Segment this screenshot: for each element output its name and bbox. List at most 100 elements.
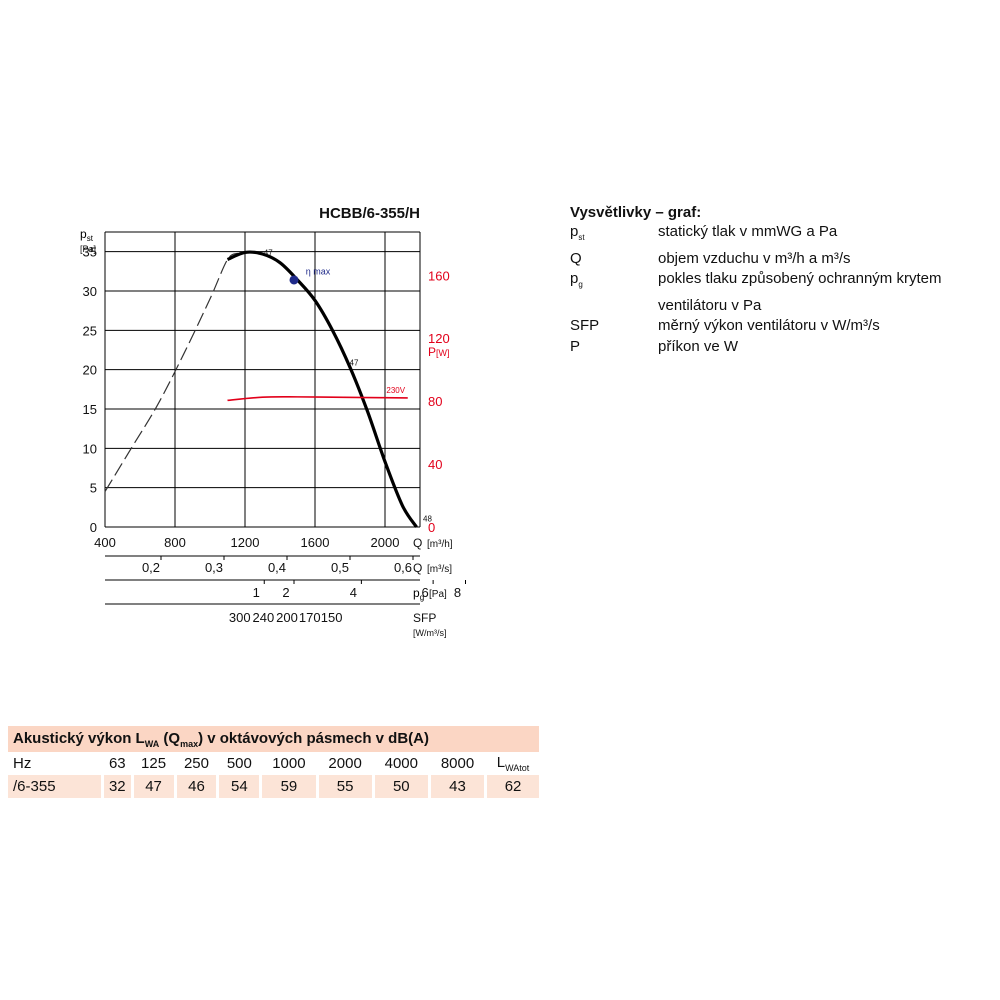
legend-row: SFP měrný výkon ventilátoru v W/m³/s bbox=[570, 316, 995, 337]
x-axis-sfp-tick: 300 bbox=[229, 610, 251, 625]
legend-description: měrný výkon ventilátoru v W/m³/s bbox=[658, 317, 880, 334]
acoustic-band-value: 55 bbox=[318, 775, 372, 798]
x-axis-pg-label-sub: g bbox=[420, 593, 424, 602]
y-axis-right-tick: 160 bbox=[428, 268, 450, 283]
x-axis-q-m3h-tick: 1200 bbox=[231, 535, 260, 550]
chart-legend: Vysvětlivky – graf: pst statický tlak v m… bbox=[570, 204, 995, 357]
acoustic-cell-separator bbox=[173, 775, 177, 798]
y-axis-left-symbol: pst bbox=[80, 227, 94, 243]
legend-symbol: pg bbox=[570, 270, 583, 289]
acoustic-cell-separator bbox=[130, 752, 134, 775]
legend-row: pst statický tlak v mmWG a Pa bbox=[570, 222, 995, 249]
x-axis-pg-tick: 8 bbox=[454, 585, 461, 600]
acoustic-title-mid: (Q bbox=[159, 730, 181, 747]
x-axis-pg-tick: 4 bbox=[350, 585, 357, 600]
y-axis-left-tick: 30 bbox=[83, 284, 97, 299]
efficiency-label: 48 bbox=[423, 514, 432, 523]
eta-max-marker bbox=[289, 275, 299, 285]
acoustic-title-post: ) v oktávových pásmech v dB(A) bbox=[198, 730, 429, 747]
y-axis-left-tick: 25 bbox=[83, 323, 97, 338]
acoustic-cell-separator bbox=[259, 752, 263, 775]
acoustic-header-row: Hz 63 125 250 500 1000 2000 4000 8000 LWAtot bbox=[8, 752, 539, 775]
acoustic-cell-separator bbox=[427, 752, 431, 775]
x-axis-pg-tick: 1 bbox=[253, 585, 260, 600]
x-axis-pg-label: pg bbox=[413, 586, 424, 602]
acoustic-band-header: 2000 bbox=[328, 755, 362, 772]
acoustic-band-header: 4000 bbox=[384, 755, 418, 772]
x-axis-q-m3h-label: Q bbox=[413, 536, 422, 550]
acoustic-cell-separator bbox=[130, 775, 134, 798]
acoustic-cell-separator bbox=[427, 775, 431, 798]
legend-symbol: Q bbox=[570, 249, 582, 267]
legend-row: pg pokles tlaku způsobený ochranným kryte… bbox=[570, 269, 995, 296]
acoustic-total-sub: WAtot bbox=[505, 763, 530, 773]
acoustic-total-symbol: L bbox=[496, 754, 506, 771]
x-axis-q-m3h-tick: 2000 bbox=[371, 535, 400, 550]
acoustic-cell-separator bbox=[216, 752, 220, 775]
fan-performance-chart: HCBB/6-355/Hpst[Pa]05101520253035P[W]040… bbox=[80, 205, 466, 638]
acoustic-band-value: 43 bbox=[430, 775, 485, 798]
acoustic-table-title: Akustický výkon LWA (Qmax) v oktávových … bbox=[8, 726, 539, 752]
acoustic-cell-separator bbox=[315, 752, 319, 775]
y-axis-left-tick: 10 bbox=[83, 441, 97, 456]
acoustic-band-value: 32 bbox=[104, 775, 131, 798]
acoustic-cell-separator bbox=[484, 752, 488, 775]
series-power-230V bbox=[227, 396, 408, 402]
legend-description: pokles tlaku způsobený ochranným krytem bbox=[658, 270, 942, 287]
acoustic-band-value: 50 bbox=[374, 775, 428, 798]
legend-symbol bbox=[570, 296, 658, 317]
acoustic-cell-separator bbox=[371, 752, 375, 775]
acoustic-band-value: 54 bbox=[219, 775, 260, 798]
x-axis-q-m3s-tick: 0,2 bbox=[142, 560, 160, 575]
eta-max-label: η max bbox=[306, 266, 331, 276]
y-axis-right-unit: [W] bbox=[436, 348, 450, 358]
acoustic-band-value: 46 bbox=[176, 775, 217, 798]
x-axis-sfp-tick: 150 bbox=[321, 610, 343, 625]
acoustic-band-header: 63 bbox=[108, 755, 126, 772]
x-axis-sfp-label: SFP bbox=[413, 611, 436, 625]
x-axis-q-m3s-label: Q bbox=[413, 561, 422, 575]
x-axis-q-m3h-tick: 1600 bbox=[301, 535, 330, 550]
x-axis-q-m3h-tick: 800 bbox=[164, 535, 186, 550]
acoustic-cell-separator bbox=[216, 775, 220, 798]
series-label-230v: 230V bbox=[386, 386, 405, 395]
x-axis-pg-tick: 2 bbox=[282, 585, 289, 600]
x-axis-sfp-tick: 200 bbox=[276, 610, 298, 625]
acoustic-total-header: LWAtot bbox=[487, 752, 539, 775]
legend-description: objem vzduchu v m³/h a m³/s bbox=[658, 249, 851, 267]
y-axis-right-tick: 80 bbox=[428, 394, 442, 409]
y-axis-left-tick: 0 bbox=[90, 520, 97, 535]
acoustic-band-header: 125 bbox=[141, 755, 167, 772]
x-axis-q-m3s-tick: 0,5 bbox=[331, 560, 349, 575]
series-pressure-dashed bbox=[104, 252, 239, 492]
chart-title: HCBB/6-355/H bbox=[319, 205, 420, 222]
x-axis-sfp-tick: 240 bbox=[253, 610, 275, 625]
acoustic-cell-separator bbox=[259, 775, 263, 798]
legend-symbol-sub: st bbox=[578, 233, 585, 242]
legend-description: příkon ve W bbox=[658, 337, 739, 355]
legend-title: Vysvětlivky – graf: bbox=[570, 204, 702, 221]
acoustic-band-header: 1000 bbox=[272, 755, 306, 772]
acoustic-total-value: 62 bbox=[487, 775, 539, 798]
x-axis-q-m3s-unit: [m³/s] bbox=[427, 564, 452, 575]
legend-symbol: pst bbox=[570, 223, 585, 242]
acoustic-table: Hz 63 125 250 500 1000 2000 4000 8000 LWAtot /6-3… bbox=[8, 752, 539, 798]
series-pressure bbox=[226, 250, 418, 528]
acoustic-power-table: Akustický výkon LWA (Qmax) v oktávových … bbox=[8, 726, 539, 798]
acoustic-band-value: 59 bbox=[262, 775, 316, 798]
acoustic-title-sub-wa: WA bbox=[144, 739, 160, 749]
x-axis-pg-tick: 6 bbox=[422, 585, 429, 600]
efficiency-label: 47 bbox=[264, 248, 273, 257]
acoustic-cell-separator bbox=[101, 775, 104, 798]
acoustic-title-pre: Akustický výkon L bbox=[13, 730, 145, 747]
acoustic-row-label: /6-355 bbox=[8, 775, 101, 798]
x-axis-sfp-tick: 170 bbox=[299, 610, 321, 625]
acoustic-cell-separator bbox=[484, 775, 488, 798]
legend-symbol: P bbox=[570, 337, 581, 355]
efficiency-label: 47 bbox=[350, 359, 359, 368]
acoustic-cell-separator bbox=[101, 752, 104, 775]
legend-description: statický tlak v mmWG a Pa bbox=[658, 223, 838, 240]
x-axis-q-m3s-tick: 0,3 bbox=[205, 560, 223, 575]
